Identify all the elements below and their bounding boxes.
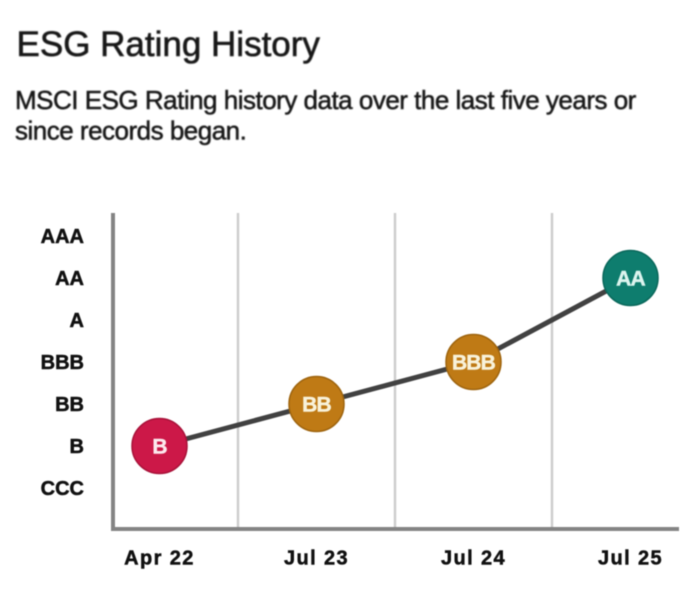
svg-text:MSCI ESG Rating history data o: MSCI ESG Rating history data over the la… <box>15 85 637 115</box>
svg-text:AA: AA <box>616 268 645 291</box>
svg-text:Apr 22: Apr 22 <box>124 547 195 569</box>
svg-text:Jul 24: Jul 24 <box>441 547 506 569</box>
svg-text:CCC: CCC <box>41 478 84 500</box>
svg-text:ESG Rating History: ESG Rating History <box>17 25 321 64</box>
svg-text:BB: BB <box>55 394 84 416</box>
svg-text:BBB: BBB <box>41 352 84 374</box>
svg-text:B: B <box>152 436 167 459</box>
svg-text:AA: AA <box>55 268 84 290</box>
svg-text:A: A <box>70 310 84 332</box>
svg-text:Jul 25: Jul 25 <box>598 547 663 569</box>
svg-text:BB: BB <box>302 394 331 417</box>
svg-text:AAA: AAA <box>41 226 84 248</box>
svg-text:Jul 23: Jul 23 <box>284 547 349 569</box>
svg-text:BBB: BBB <box>452 352 496 375</box>
svg-text:since records began.: since records began. <box>15 115 246 145</box>
svg-text:B: B <box>70 436 84 458</box>
